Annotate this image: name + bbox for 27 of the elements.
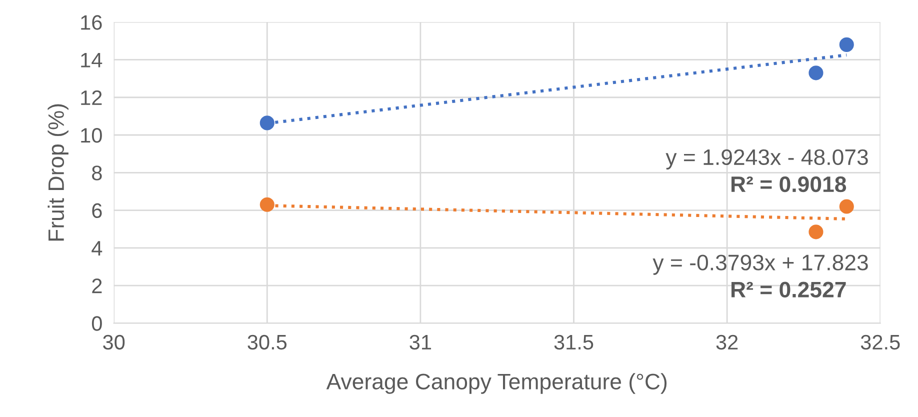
annotation: y = -0.3793x + 17.823: [652, 254, 868, 275]
y-tick-label: 4: [92, 241, 102, 256]
x-tick-label: 32.5: [860, 334, 900, 350]
point: [839, 37, 854, 52]
point: [260, 116, 274, 130]
point: [808, 224, 824, 240]
y-axis-title: Fruit Drop (%): [48, 104, 68, 241]
annotation: y = 1.9243x - 48.073: [666, 149, 868, 170]
y-tick-label: 12: [81, 90, 102, 105]
y-tick-label: 10: [81, 128, 102, 143]
annotation: R² = 0.2527: [731, 282, 846, 298]
x-axis-title: Average Canopy Temperature (°C): [326, 373, 667, 394]
y-tick-label: 6: [92, 203, 102, 218]
y-tick-label: 0: [92, 316, 102, 331]
y-tick-label: 8: [92, 166, 102, 180]
annotation: R² = 0.9018: [731, 176, 846, 192]
point: [808, 66, 824, 80]
x-tick-label: 30: [103, 334, 125, 350]
x-tick-label: 31.5: [554, 334, 594, 350]
y-tick-label: 16: [81, 15, 102, 30]
x-tick-label: 30.5: [248, 334, 287, 350]
x-tick-label: 32: [716, 334, 738, 350]
point: [839, 199, 854, 214]
point: [260, 197, 274, 212]
x-tick-label: 31: [410, 334, 432, 350]
y-tick-label: 2: [92, 278, 102, 294]
y-tick-label: 14: [81, 52, 102, 68]
